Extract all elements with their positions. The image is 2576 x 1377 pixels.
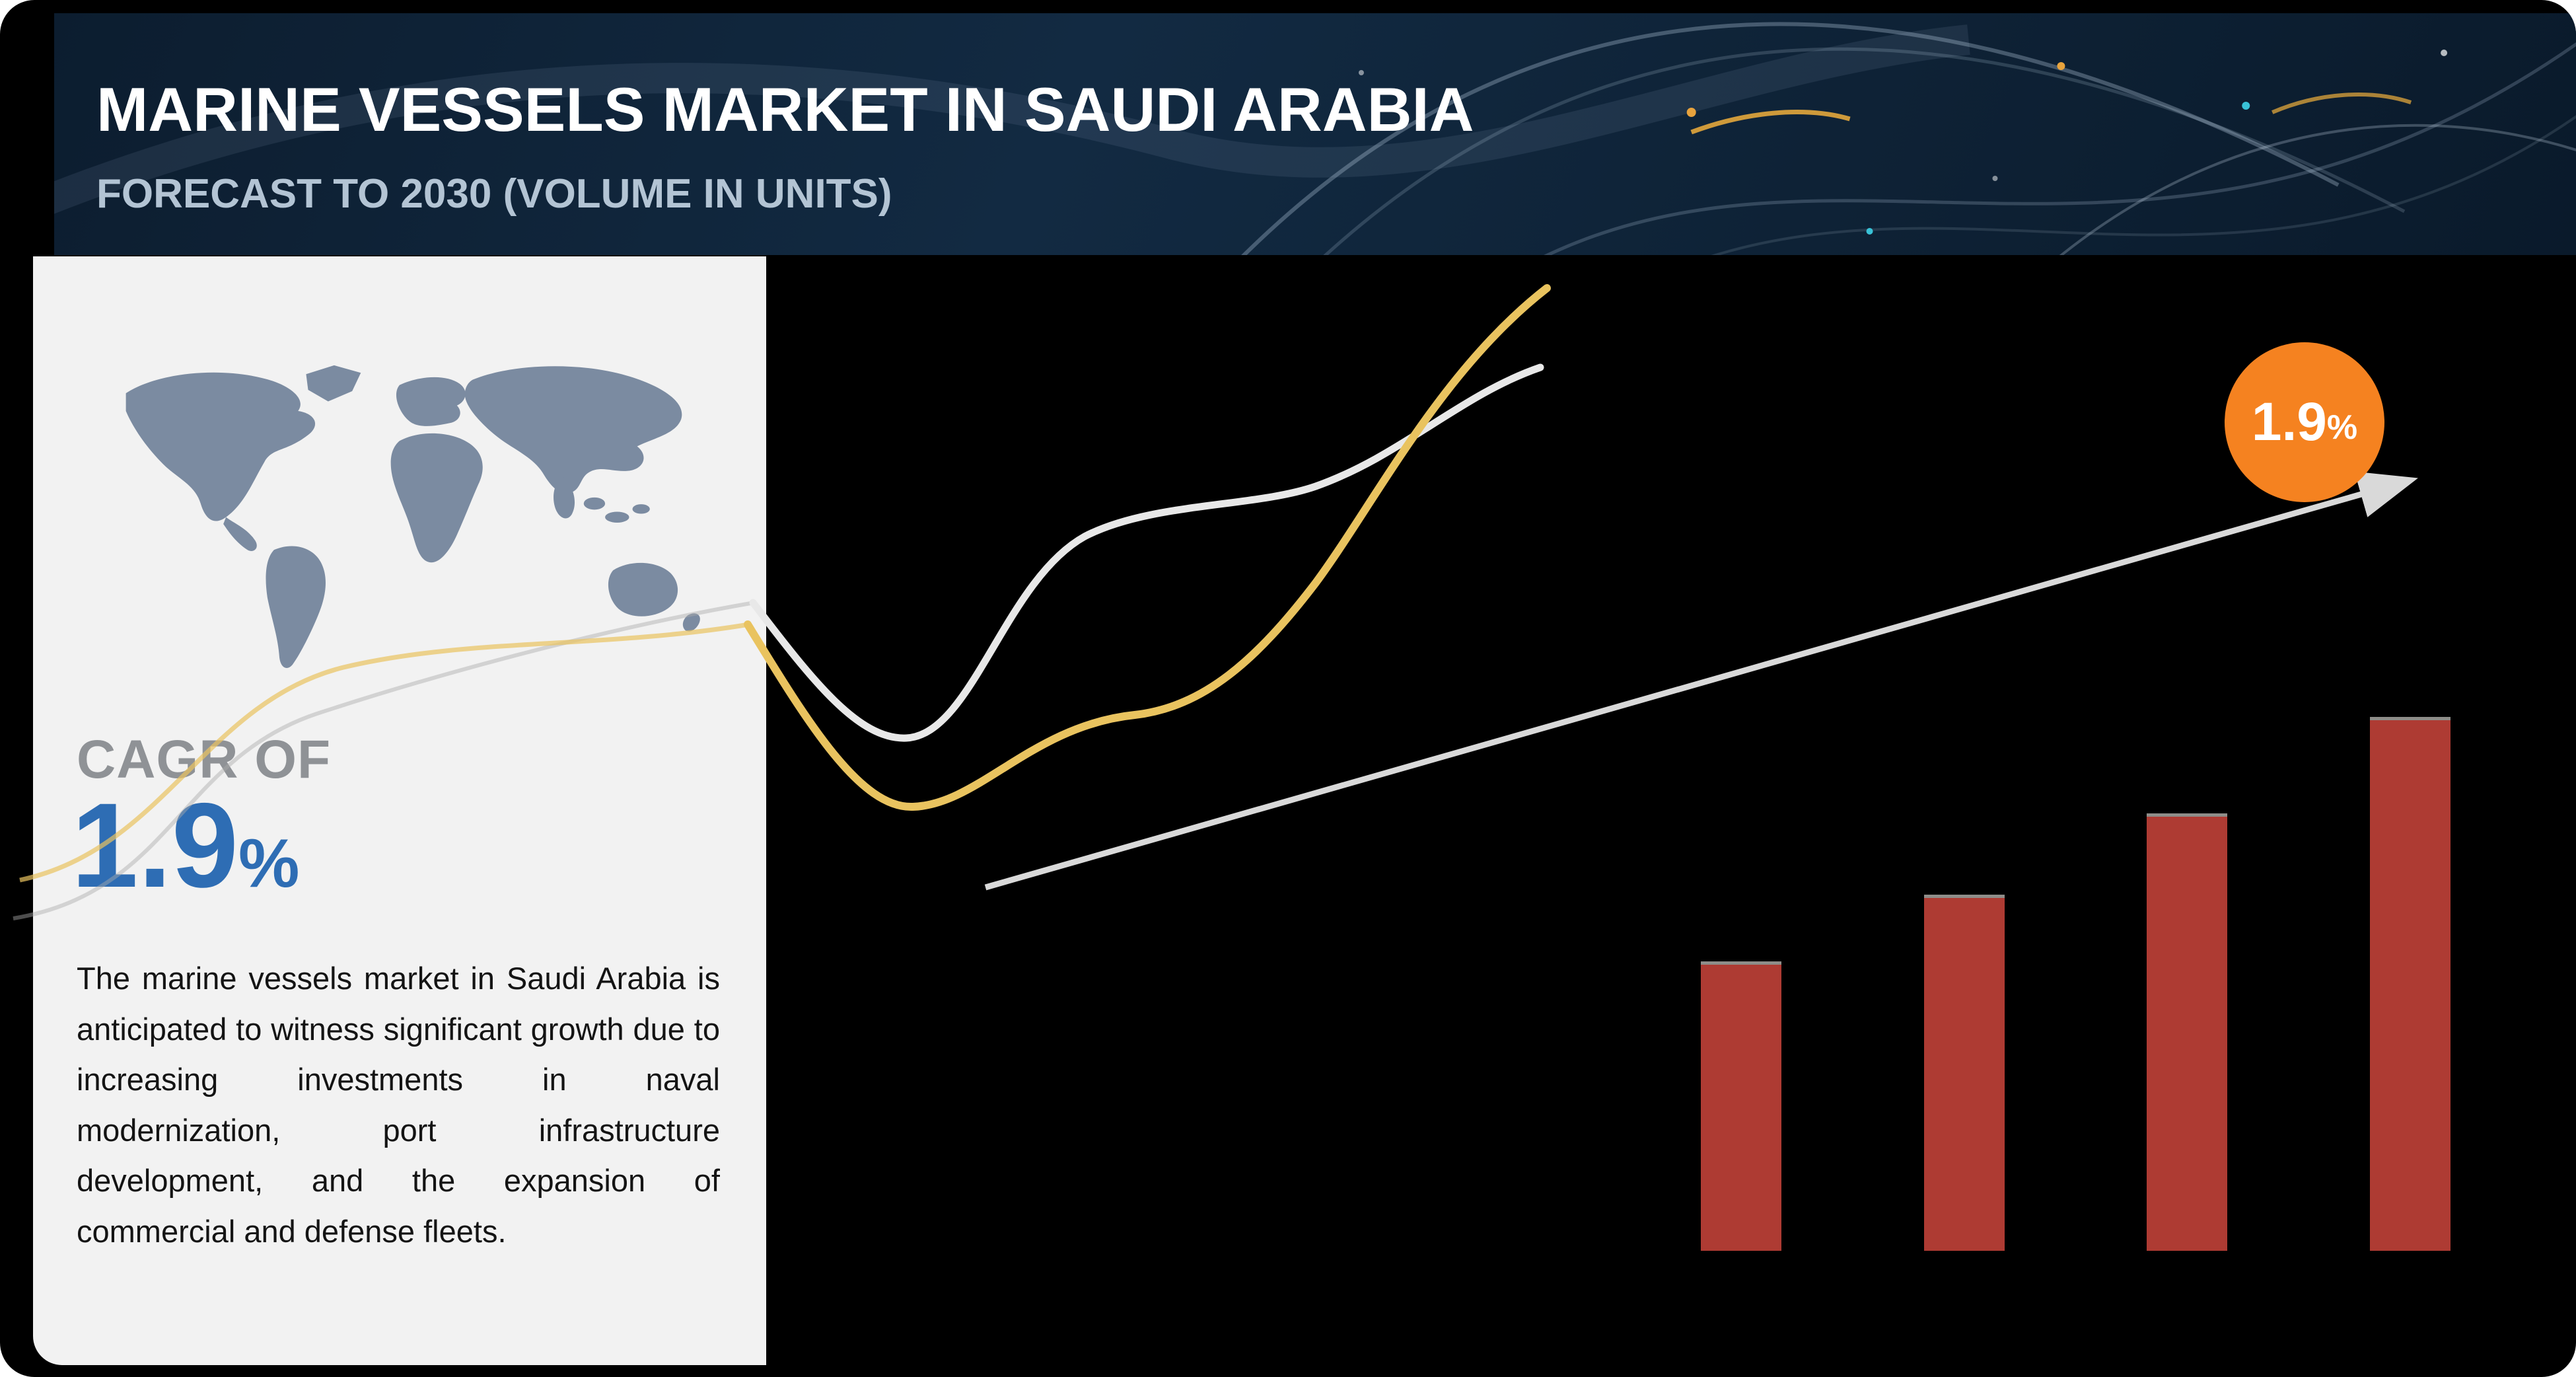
market-description: The marine vessels market in Saudi Arabi… — [77, 961, 720, 1249]
cagr-percent-sign: % — [238, 825, 300, 902]
header-banner: MARINE VESSELS MARKET IN SAUDI ARABIA FO… — [54, 13, 2576, 255]
badge-percent-sign: % — [2326, 408, 2358, 447]
page-subtitle: FORECAST TO 2030 (VOLUME IN UNITS) — [96, 171, 892, 217]
summary-panel: CAGR OF 1.9% The marine vessels market i… — [33, 256, 766, 1365]
page-title: MARINE VESSELS MARKET IN SAUDI ARABIA — [96, 75, 1474, 144]
bar-2027 — [2369, 717, 2451, 1251]
bar-2025 — [1923, 895, 2005, 1251]
cagr-badge: 1.9% — [2225, 342, 2384, 502]
badge-value: 1.9 — [2251, 392, 2327, 452]
bar-2026 — [2147, 813, 2228, 1251]
cagr-number: 1.9 — [71, 778, 239, 912]
world-map-icon — [125, 365, 700, 668]
network-background-graphic — [54, 22, 2576, 255]
cagr-value: 1.9% — [71, 785, 300, 905]
bar-series — [1620, 507, 2576, 1251]
bar-2024 — [1701, 961, 1781, 1251]
